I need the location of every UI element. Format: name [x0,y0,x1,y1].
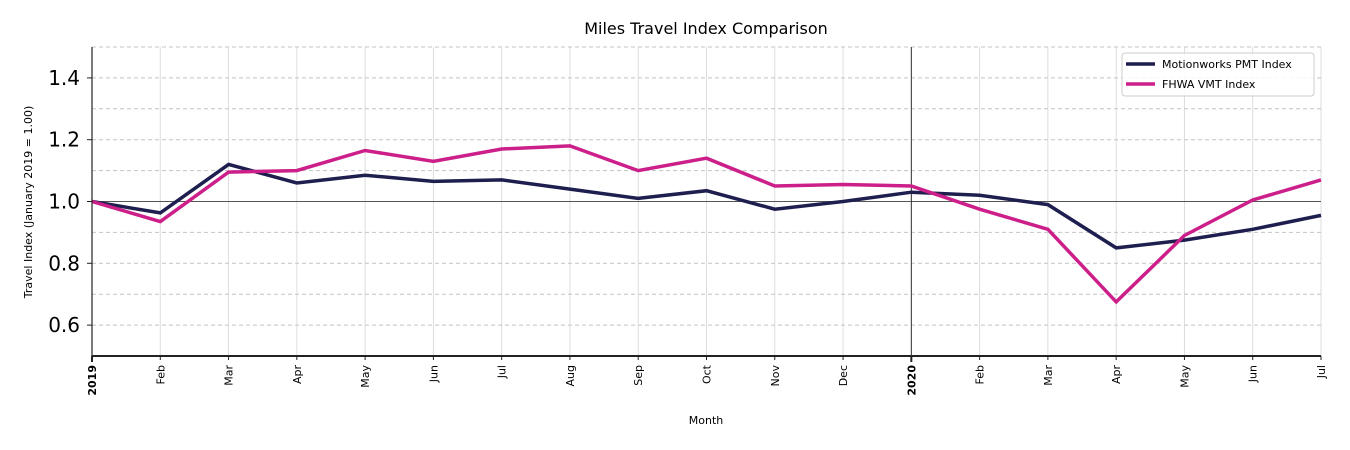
x-tick-label: Sep [632,365,645,386]
x-tick-label: Mar [1042,365,1055,386]
x-tick-label: May [1178,365,1191,388]
y-tick-label: 1.4 [48,66,80,90]
x-tick-label: Jul [1315,365,1328,379]
x-tick-label: May [359,365,372,388]
y-tick-label: 0.8 [48,251,80,275]
legend: Motionworks PMT Index FHWA VMT Index [1121,52,1315,97]
y-tick-label: 0.6 [48,313,80,337]
series-line [91,162,1322,250]
x-tick-label: Aug [564,365,577,386]
x-tick-label: 2020 [905,365,918,396]
x-tick-label: Jul [496,365,509,379]
legend-label: Motionworks PMT Index [1162,58,1292,71]
y-tick-label: 1.0 [48,190,80,214]
x-tick-label: Jun [427,365,440,383]
legend-box [1121,52,1315,97]
x-axis-ticks: 2019 Feb Mar Apr May Jun Jul Aug Sep Oct Nov Dec 202… [86,356,1328,396]
x-axis-label: Month [689,414,724,427]
x-tick-label: Oct [701,364,714,384]
legend-label: FHWA VMT Index [1162,78,1256,91]
x-tick-label: Feb [154,365,167,384]
reference-line [92,47,1321,356]
data-lines [91,144,1322,305]
x-tick-label: Feb [974,365,987,384]
chart-title: Miles Travel Index Comparison [584,19,828,38]
x-tick-label: Nov [769,365,782,387]
y-axis-ticks: 0.6 0.8 1.0 1.2 1.4 [48,66,92,337]
x-tick-label: Dec [837,365,850,386]
x-tick-label: Apr [291,365,304,385]
x-tick-label: Jun [1247,365,1260,383]
y-axis-label: Travel Index (January 2019 = 1.00) [22,106,35,299]
x-tick-label: Mar [223,365,236,386]
x-tick-label: Apr [1110,365,1123,385]
series-line [91,144,1322,305]
x-tick-label: 2019 [86,365,99,396]
y-tick-label: 1.2 [48,128,80,152]
